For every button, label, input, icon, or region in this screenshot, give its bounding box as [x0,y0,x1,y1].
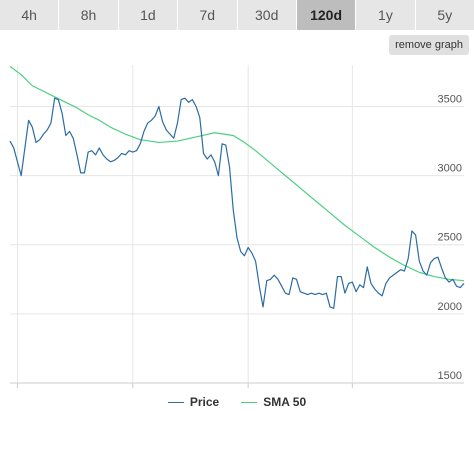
tab-1d[interactable]: 1d [118,0,179,30]
tab-7d[interactable]: 7d [178,0,238,30]
remove-graph-button[interactable]: remove graph [389,35,469,55]
tab-4h[interactable]: 4h [0,0,60,30]
timeframe-tabs: 4h 8h 1d 7d 30d 120d 1y 5y [0,0,474,30]
tab-5y[interactable]: 5y [415,0,474,30]
y-tick-label-3000: 3000 [438,163,462,175]
legend-item-price[interactable]: Price [167,395,220,409]
y-tick-label-3500: 3500 [438,93,462,105]
tab-120d[interactable]: 120d [296,0,357,30]
tab-8h[interactable]: 8h [59,0,119,30]
legend-item-sma[interactable]: SMA 50 [241,395,306,409]
legend-label-sma: SMA 50 [263,395,307,409]
tab-1y[interactable]: 1y [356,0,416,30]
legend-swatch-sma [241,401,258,403]
legend-label-price: Price [189,395,220,409]
tab-30d[interactable]: 30d [237,0,297,30]
y-tick-label-1500: 1500 [438,370,462,382]
sma50-series-line [9,65,465,282]
price-series-line [9,97,465,309]
legend-swatch-price [167,401,184,403]
y-tick-label-2500: 2500 [438,232,462,244]
price-chart: 15002000250030003500Dec '25Jan '26Feb '2… [9,65,465,388]
y-tick-label-2000: 2000 [438,301,462,313]
chart-legend: Price SMA 50 [0,392,474,412]
